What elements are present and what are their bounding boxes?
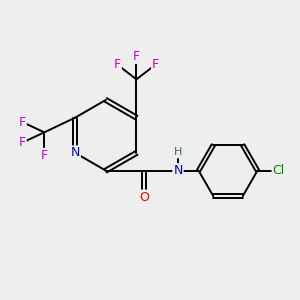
Text: F: F xyxy=(133,50,140,63)
Text: N: N xyxy=(70,146,80,159)
Text: F: F xyxy=(41,149,48,162)
Text: F: F xyxy=(152,58,159,71)
Text: F: F xyxy=(114,58,121,71)
Text: F: F xyxy=(19,136,26,149)
Text: F: F xyxy=(19,116,26,128)
Text: O: O xyxy=(139,190,149,204)
Text: N: N xyxy=(173,164,183,177)
Text: H: H xyxy=(174,147,182,158)
Text: Cl: Cl xyxy=(272,164,285,177)
